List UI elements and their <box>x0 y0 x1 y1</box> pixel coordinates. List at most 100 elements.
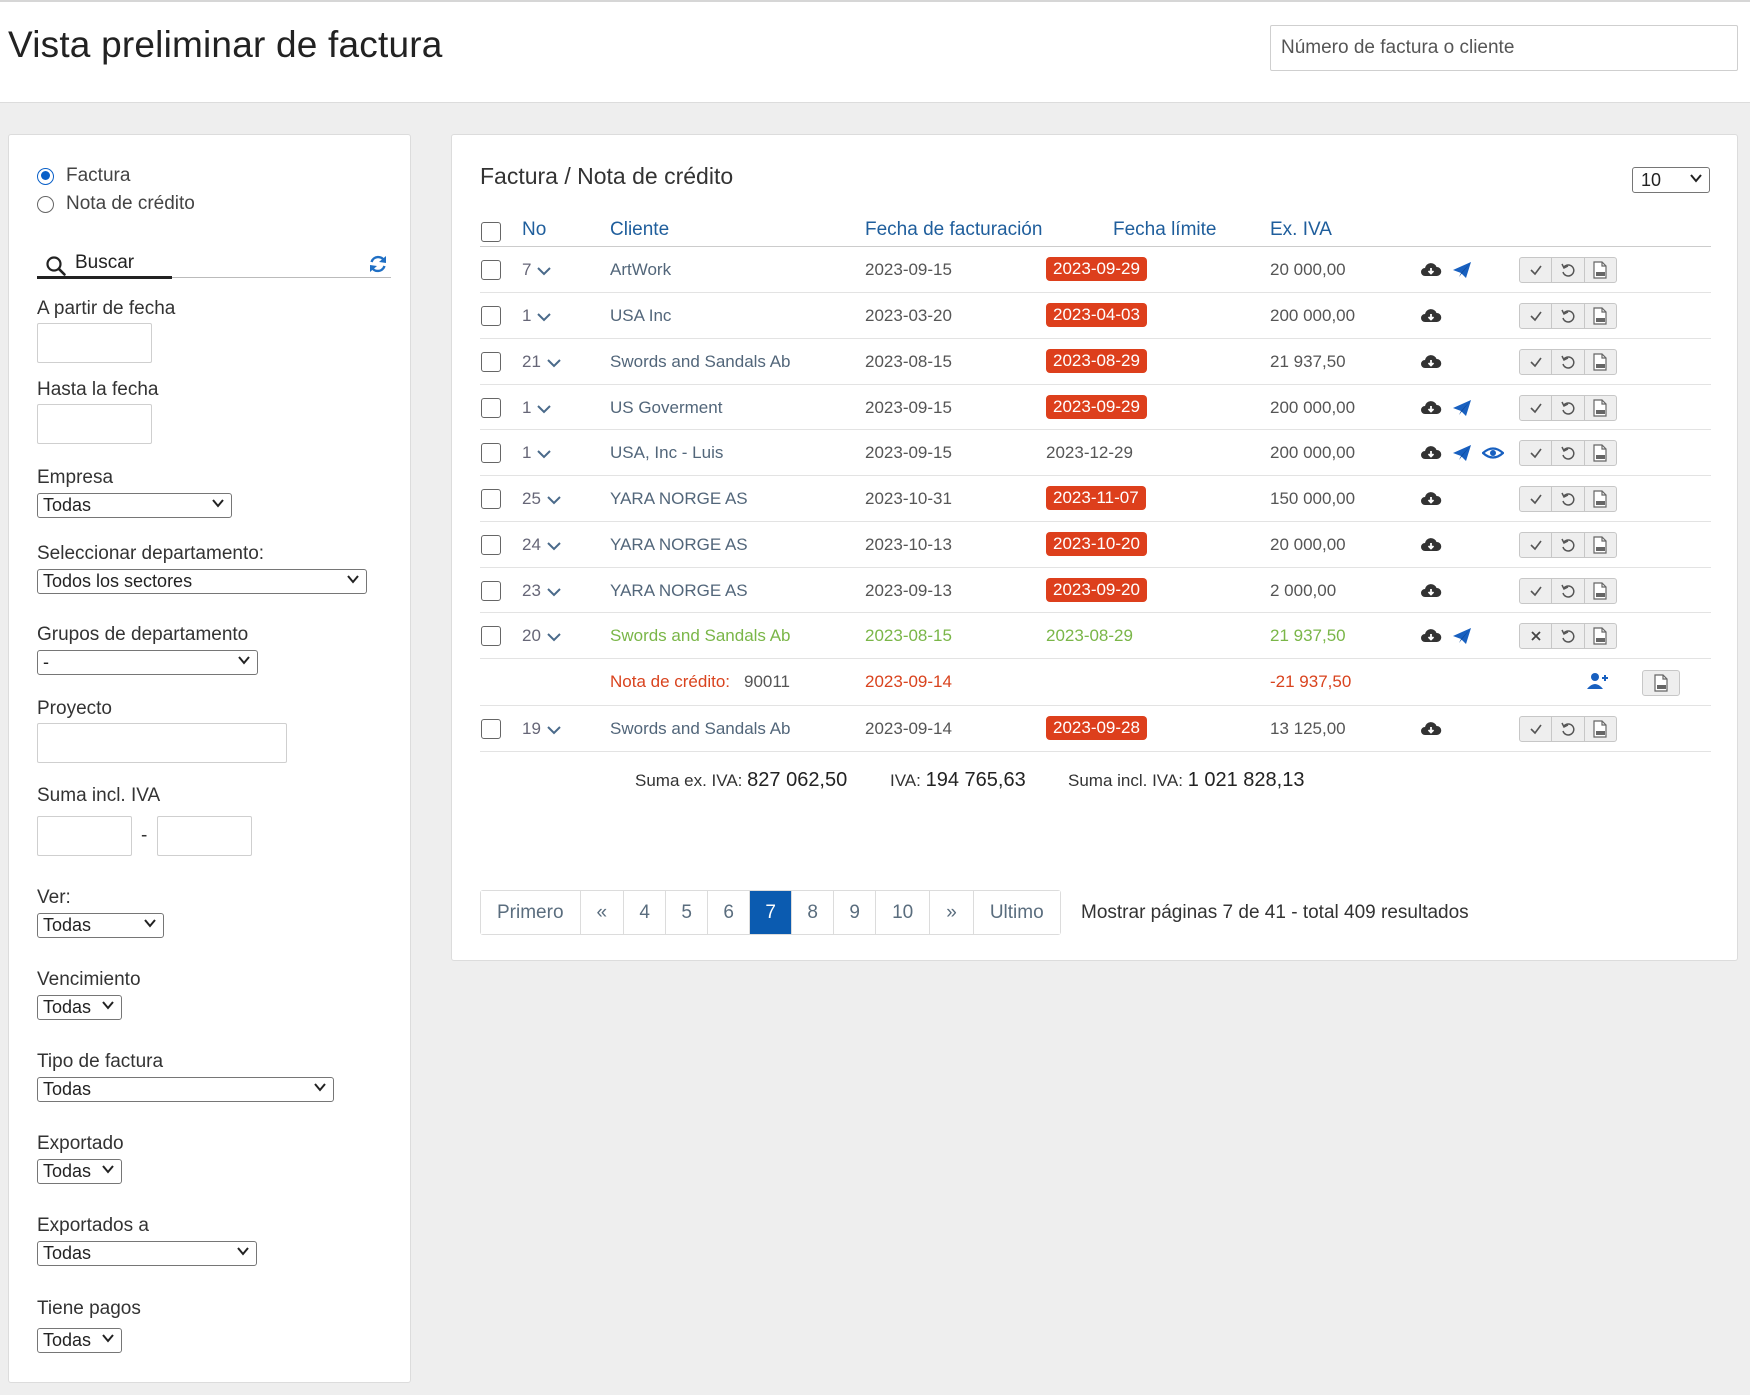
chevron-down-icon[interactable] <box>537 449 552 459</box>
sum-min-input[interactable] <box>37 816 132 856</box>
row-client[interactable]: USA Inc <box>610 306 672 325</box>
chevron-down-icon[interactable] <box>547 541 561 551</box>
mark-paid-button[interactable] <box>1520 258 1553 282</box>
exported-to-select[interactable]: Todas <box>37 1241 257 1266</box>
cloud-download-icon[interactable] <box>1420 626 1442 646</box>
mark-paid-button[interactable] <box>1520 487 1553 511</box>
row-checkbox[interactable] <box>481 398 501 418</box>
row-checkbox[interactable] <box>481 581 501 601</box>
row-checkbox[interactable] <box>481 535 501 555</box>
mark-paid-button[interactable] <box>1520 717 1553 741</box>
pdf-button[interactable] <box>1585 579 1616 603</box>
due-select[interactable]: Todas <box>37 995 122 1020</box>
page-6[interactable]: 6 <box>708 891 751 934</box>
undo-button[interactable] <box>1552 350 1585 374</box>
undo-button[interactable] <box>1552 717 1585 741</box>
radio-credit-note-circle[interactable] <box>37 195 54 213</box>
row-checkbox[interactable] <box>481 626 501 646</box>
row-no[interactable]: 1 <box>522 306 552 326</box>
page-next[interactable]: » <box>930 891 974 934</box>
column-header-client[interactable]: Cliente <box>610 219 670 240</box>
pdf-button[interactable] <box>1585 533 1616 557</box>
send-icon[interactable] <box>1451 260 1473 280</box>
row-client[interactable]: YARA NORGE AS <box>610 535 748 554</box>
sum-max-input[interactable] <box>157 816 252 856</box>
add-user-icon[interactable] <box>1586 671 1610 691</box>
undo-button[interactable] <box>1552 487 1585 511</box>
cloud-download-icon[interactable] <box>1420 352 1442 372</box>
has-payments-select[interactable]: Todas <box>37 1328 122 1353</box>
row-no[interactable]: 24 <box>522 535 561 555</box>
chevron-down-icon[interactable] <box>547 587 561 597</box>
page-8[interactable]: 8 <box>792 891 835 934</box>
row-client[interactable]: YARA NORGE AS <box>610 581 748 600</box>
row-no[interactable]: 19 <box>522 719 561 739</box>
search-tab[interactable]: Buscar <box>37 250 391 279</box>
undo-button[interactable] <box>1552 579 1585 603</box>
cloud-download-icon[interactable] <box>1420 443 1442 463</box>
invoice-search-input[interactable] <box>1270 25 1738 71</box>
mark-paid-button[interactable] <box>1520 350 1553 374</box>
page-last[interactable]: Ultimo <box>973 891 1060 934</box>
undo-button[interactable] <box>1552 304 1585 328</box>
send-icon[interactable] <box>1451 443 1473 463</box>
page-10[interactable]: 10 <box>876 891 931 934</box>
column-header-ex-vat[interactable]: Ex. IVA <box>1270 219 1332 240</box>
row-checkbox[interactable] <box>481 260 501 280</box>
page-prev[interactable]: « <box>580 891 625 934</box>
undo-button[interactable] <box>1552 258 1585 282</box>
pdf-button[interactable] <box>1585 304 1616 328</box>
from-date-input[interactable] <box>37 323 152 363</box>
invoice-type-select[interactable]: Todas <box>37 1077 334 1102</box>
mark-paid-button[interactable] <box>1520 441 1553 465</box>
view-select[interactable]: Todas <box>37 913 164 938</box>
refresh-icon[interactable] <box>367 253 389 275</box>
page-first[interactable]: Primero <box>481 891 581 934</box>
department-groups-select[interactable]: - <box>37 650 258 675</box>
pdf-button[interactable] <box>1585 258 1616 282</box>
row-client[interactable]: Swords and Sandals Ab <box>610 626 791 645</box>
pdf-button[interactable] <box>1585 717 1616 741</box>
mark-paid-button[interactable] <box>1520 579 1553 603</box>
row-no[interactable]: 23 <box>522 581 561 601</box>
undo-button[interactable] <box>1552 441 1585 465</box>
pdf-button[interactable] <box>1585 350 1616 374</box>
select-all-checkbox[interactable] <box>481 222 501 242</box>
eye-icon[interactable] <box>1482 443 1504 463</box>
undo-button[interactable] <box>1552 533 1585 557</box>
chevron-down-icon[interactable] <box>547 495 561 505</box>
row-client[interactable]: USA, Inc - Luis <box>610 443 724 462</box>
cloud-download-icon[interactable] <box>1420 719 1442 739</box>
page-5[interactable]: 5 <box>666 891 709 934</box>
row-client[interactable]: Swords and Sandals Ab <box>610 719 791 738</box>
cloud-download-icon[interactable] <box>1420 398 1442 418</box>
add-user-button[interactable] <box>1586 671 1610 696</box>
chevron-down-icon[interactable] <box>537 266 552 276</box>
to-date-input[interactable] <box>37 404 152 444</box>
undo-button[interactable] <box>1552 624 1585 648</box>
unmark-paid-button[interactable] <box>1520 624 1553 648</box>
page-7-active[interactable]: 7 <box>750 891 793 934</box>
pdf-button[interactable] <box>1585 624 1616 648</box>
undo-button[interactable] <box>1552 396 1585 420</box>
row-checkbox[interactable] <box>481 489 501 509</box>
pdf-button[interactable] <box>1585 441 1616 465</box>
exported-select[interactable]: Todas <box>37 1159 122 1184</box>
row-client[interactable]: ArtWork <box>610 260 672 279</box>
row-no[interactable]: 20 <box>522 626 561 646</box>
send-icon[interactable] <box>1451 626 1473 646</box>
department-select[interactable]: Todos los sectores <box>37 569 367 594</box>
mark-paid-button[interactable] <box>1520 396 1553 420</box>
credit-note-pdf-button[interactable] <box>1642 670 1680 696</box>
cloud-download-icon[interactable] <box>1420 535 1442 555</box>
cloud-download-icon[interactable] <box>1420 581 1442 601</box>
mark-paid-button[interactable] <box>1520 533 1553 557</box>
chevron-down-icon[interactable] <box>537 404 552 414</box>
radio-credit-note[interactable]: Nota de crédito <box>37 193 195 215</box>
row-no[interactable]: 21 <box>522 352 561 372</box>
row-checkbox[interactable] <box>481 443 501 463</box>
row-checkbox[interactable] <box>481 306 501 326</box>
page-4[interactable]: 4 <box>624 891 667 934</box>
pdf-button[interactable] <box>1585 487 1616 511</box>
send-icon[interactable] <box>1451 398 1473 418</box>
